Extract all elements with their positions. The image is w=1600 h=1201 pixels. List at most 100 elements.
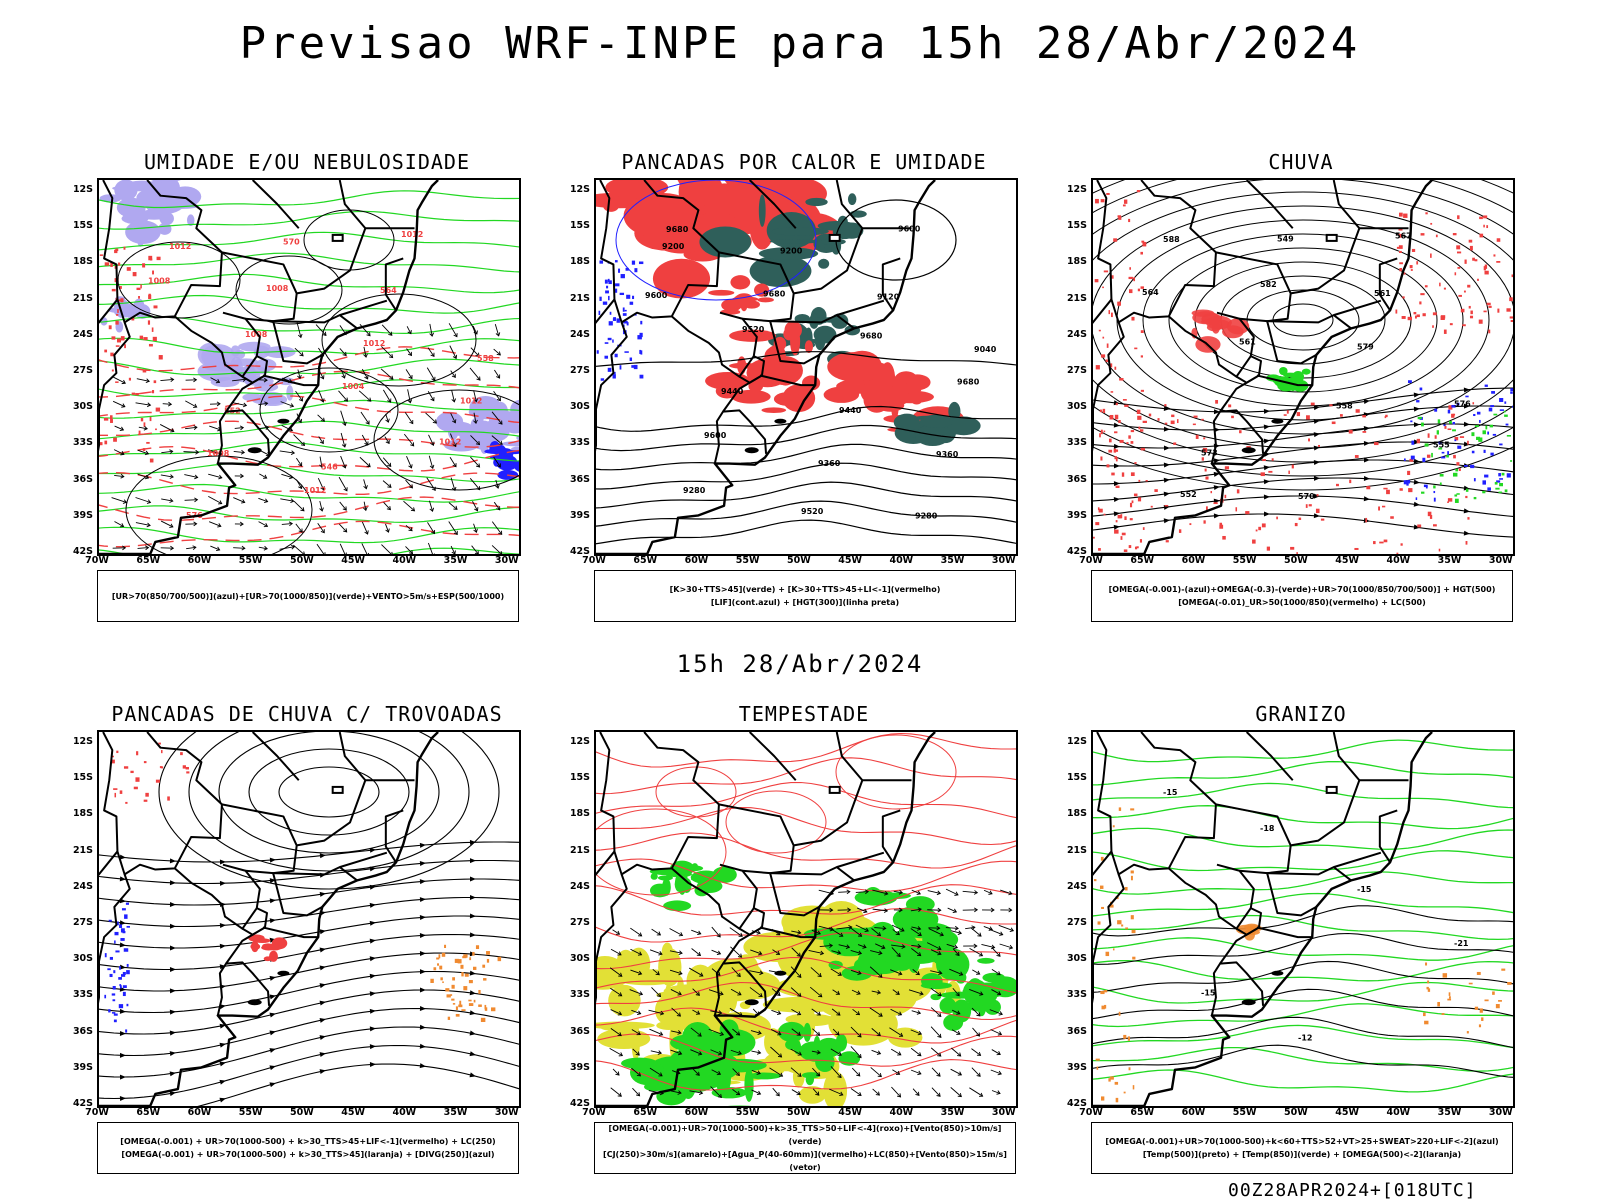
contour-label: 552 <box>1180 490 1197 499</box>
contour-label: 588 <box>1163 235 1180 244</box>
panel-title: GRANIZO <box>1051 702 1551 726</box>
contour-label: 1012 <box>401 230 423 239</box>
lat-tick-label: 18S <box>63 256 93 267</box>
lat-tick-label: 15S <box>1057 220 1087 231</box>
lon-tick-label: 30W <box>1483 1107 1519 1118</box>
lon-tick-label: 35W <box>1432 1107 1468 1118</box>
lon-tick-label: 60W <box>678 1107 714 1118</box>
legend-box: [UR>70(850/700/500)](azul)+[UR>70(1000/8… <box>97 570 519 622</box>
panel-title: UMIDADE E/OU NEBULOSIDADE <box>57 150 557 174</box>
lon-tick-label: 55W <box>730 1107 766 1118</box>
lat-tick-label: 12S <box>1057 736 1087 747</box>
contour-label: 1004 <box>342 382 365 391</box>
lon-tick-label: 50W <box>1278 1107 1314 1118</box>
contour-label: -15 <box>1357 885 1372 894</box>
contour-label: -15 <box>1163 788 1178 797</box>
lon-tick-label: 30W <box>986 1107 1022 1118</box>
map-canvas <box>99 732 519 1106</box>
lat-tick-label: 18S <box>1057 808 1087 819</box>
contour-label: 582 <box>1260 280 1277 289</box>
lat-tick-label: 15S <box>560 772 590 783</box>
main-title: Previsao WRF-INPE para 15h 28/Abr/2024 <box>0 18 1600 69</box>
map-canvas <box>596 732 1016 1106</box>
lon-tick-label: 55W <box>233 555 269 566</box>
lon-tick-label: 60W <box>1175 1107 1211 1118</box>
lat-tick-label: 36S <box>560 474 590 485</box>
contour-label: 555 <box>1433 440 1450 449</box>
field-layer <box>596 734 1016 1107</box>
lat-tick-label: 24S <box>560 881 590 892</box>
lon-tick-label: 30W <box>986 555 1022 566</box>
lon-tick-label: 60W <box>678 555 714 566</box>
forecast-time-label: 15h 28/Abr/2024 <box>0 650 1600 678</box>
field-layer <box>99 732 519 1106</box>
lon-tick-label: 45W <box>335 555 371 566</box>
lon-tick-label: 40W <box>883 555 919 566</box>
contour-label: 1008 <box>266 284 289 293</box>
coastline-layer <box>99 732 438 1106</box>
contour-label: 9680 <box>860 331 883 340</box>
lat-tick-label: 39S <box>1057 510 1087 521</box>
lat-tick-label: 18S <box>560 808 590 819</box>
lon-tick-label: 30W <box>1483 555 1519 566</box>
lon-tick-label: 70W <box>79 555 115 566</box>
lon-tick-label: 40W <box>883 1107 919 1118</box>
lon-tick-label: 50W <box>1278 555 1314 566</box>
lat-tick-label: 21S <box>63 845 93 856</box>
lon-tick-label: 60W <box>181 1107 217 1118</box>
legend-line: [OMEGA(-0.01)_UR>50(1000/850)(vermelho) … <box>1092 596 1512 609</box>
legend-line: [UR>70(850/700/500)](azul)+[UR>70(1000/8… <box>98 590 518 603</box>
contour-label: 576 <box>1454 399 1471 408</box>
panel-title: TEMPESTADE <box>554 702 1054 726</box>
lon-tick-label: 65W <box>130 555 166 566</box>
lon-tick-label: 60W <box>181 555 217 566</box>
lat-tick-label: 36S <box>63 474 93 485</box>
lon-tick-label: 60W <box>1175 555 1211 566</box>
contour-label: -15 <box>1201 988 1216 997</box>
lat-tick-label: 21S <box>63 293 93 304</box>
lon-tick-label: 40W <box>386 1107 422 1118</box>
lat-tick-label: 18S <box>63 808 93 819</box>
lat-tick-label: 15S <box>1057 772 1087 783</box>
lat-tick-label: 30S <box>560 953 590 964</box>
contour-label: 558 <box>1336 402 1353 411</box>
lon-tick-label: 55W <box>1227 1107 1263 1118</box>
lon-tick-label: 35W <box>1432 555 1468 566</box>
contour-label: -21 <box>1454 939 1469 948</box>
legend-line: [OMEGA(-0.001)+UR>70(1000-500)+k<60+TTS>… <box>1092 1135 1512 1148</box>
lat-tick-label: 27S <box>63 917 93 928</box>
lat-tick-label: 21S <box>560 845 590 856</box>
contour-label: 9680 <box>666 225 689 234</box>
lon-tick-label: 70W <box>1073 1107 1109 1118</box>
lon-tick-label: 65W <box>130 1107 166 1118</box>
lon-tick-label: 45W <box>832 1107 868 1118</box>
lon-tick-label: 55W <box>730 555 766 566</box>
lon-tick-label: 70W <box>576 555 612 566</box>
lat-tick-label: 24S <box>1057 881 1087 892</box>
legend-line: [CJ(250)>30m/s](amarelo)+[Agua_P(40-60mm… <box>595 1148 1015 1174</box>
lat-tick-label: 33S <box>1057 437 1087 448</box>
map-canvas: 9680968096809680960095209600960095209440… <box>596 180 1016 554</box>
forecast-map <box>594 730 1018 1108</box>
lat-tick-label: 27S <box>560 365 590 376</box>
lon-tick-label: 70W <box>1073 555 1109 566</box>
lat-tick-label: 12S <box>560 736 590 747</box>
lat-tick-label: 27S <box>1057 917 1087 928</box>
lat-tick-label: 33S <box>1057 989 1087 1000</box>
lon-tick-label: 50W <box>781 1107 817 1118</box>
lat-tick-label: 15S <box>560 220 590 231</box>
contour-label: 9600 <box>645 291 668 300</box>
contour-label: 558 <box>477 354 494 363</box>
panel-title: PANCADAS DE CHUVA C/ TROVOADAS <box>57 702 557 726</box>
lon-tick-label: 65W <box>1124 1107 1160 1118</box>
lon-tick-label: 65W <box>1124 555 1160 566</box>
contour-label: 9200 <box>780 247 803 256</box>
lon-tick-label: 50W <box>284 1107 320 1118</box>
lon-tick-label: 35W <box>438 555 474 566</box>
lat-tick-label: 27S <box>560 917 590 928</box>
contour-label: 9680 <box>763 290 786 299</box>
coastline-layer <box>1093 180 1432 554</box>
lon-tick-label: 35W <box>935 1107 971 1118</box>
contour-label: 1012 <box>439 438 461 447</box>
